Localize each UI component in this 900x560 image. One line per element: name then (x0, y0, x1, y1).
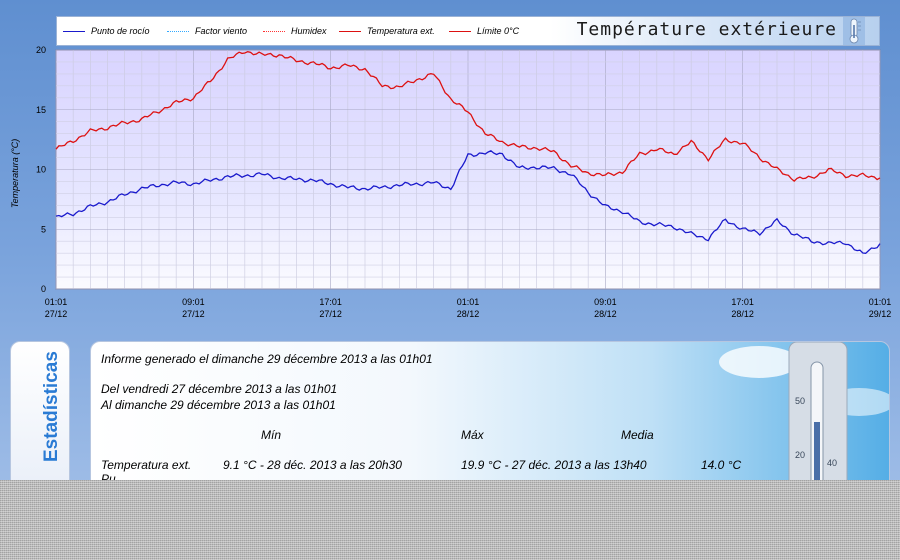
statistics-tab-label: Estadísticas (41, 351, 62, 462)
statistics-tab[interactable]: Estadísticas (10, 341, 70, 501)
legend-label: Humidex (291, 26, 327, 36)
column-header-average: Media (621, 428, 654, 442)
thermometer-illustration-icon: 50 20 40 (719, 342, 889, 500)
row-max-value: 19.9 °C - 27 déc. 2013 a las 13h40 (461, 458, 647, 472)
legend-item-outside-temp: Temperatura ext. (339, 17, 435, 45)
column-header-min: Mín (261, 428, 282, 442)
svg-text:50: 50 (795, 396, 805, 406)
legend-swatch-dew-point (63, 30, 85, 32)
svg-text:20: 20 (795, 450, 805, 460)
legend-item-dew-point: Punto de rocío (63, 17, 150, 45)
legend-swatch-humidex (263, 30, 285, 32)
x-tick-label-date: 28/12 (457, 309, 480, 319)
x-tick-label-time: 17:01 (731, 297, 754, 307)
legend-swatch-wind-chill (167, 30, 189, 32)
temperature-chart-panel: 0 5 10 15 20 01:01 27/12 09:01 27/12 17:01 27/12 0… (10, 16, 892, 319)
y-axis-title: Temperatura (°C) (10, 139, 20, 208)
y-tick-label: 10 (36, 165, 46, 175)
x-tick-label-time: 09:01 (594, 297, 617, 307)
x-axis: 01:01 27/12 09:01 27/12 17:01 27/12 01:01 28/12… (45, 297, 892, 319)
series-layer (55, 51, 881, 254)
thermometer-icon (843, 17, 865, 45)
legend-item-wind-chill: Factor viento (167, 17, 247, 45)
y-tick-label: 0 (41, 284, 46, 294)
statistics-panel: 50 20 40 Informe generado el dimanche 29… (90, 341, 890, 501)
legend-swatch-outside-temp (339, 30, 361, 32)
legend-label: Temperatura ext. (367, 26, 435, 36)
row-label-outside-temp: Temperatura ext. (101, 458, 192, 472)
report-to-text: Al dimanche 29 décembre 2013 a las 01h01 (101, 398, 336, 412)
grid (55, 49, 881, 290)
chart-title: Température extérieure (576, 19, 837, 40)
legend-label: Límite 0°C (477, 26, 520, 36)
legend-label: Punto de rocío (91, 26, 150, 36)
legend-item-zero-limit: Límite 0°C (449, 17, 519, 45)
series-line-dew-point (55, 150, 881, 254)
x-tick-label-date: 28/12 (594, 309, 617, 319)
column-header-max: Máx (461, 428, 484, 442)
legend-item-humidex: Humidex (263, 17, 327, 45)
x-tick-label-time: 09:01 (182, 297, 205, 307)
report-generated-text: Informe generado el dimanche 29 décembre… (101, 352, 433, 366)
x-tick-label-date: 27/12 (45, 309, 68, 319)
x-tick-label-date: 29/12 (869, 309, 892, 319)
svg-text:40: 40 (827, 458, 837, 468)
y-tick-label: 20 (36, 45, 46, 55)
x-tick-label-time: 01:01 (457, 297, 480, 307)
x-tick-label-date: 27/12 (182, 309, 205, 319)
chart-legend: Punto de rocío Factor viento Humidex Tem… (56, 16, 880, 46)
x-tick-label-time: 01:01 (869, 297, 892, 307)
legend-swatch-zero-limit (449, 30, 471, 32)
x-tick-label-time: 01:01 (45, 297, 68, 307)
series-line-outside-temp (55, 51, 881, 182)
greyed-overlay (0, 480, 900, 560)
row-average-value: 14.0 °C (701, 458, 742, 472)
legend-label: Factor viento (195, 26, 248, 36)
y-tick-label: 5 (41, 224, 46, 234)
y-tick-label: 15 (36, 105, 46, 115)
report-from-text: Del vendredi 27 décembre 2013 a las 01h0… (101, 382, 338, 396)
x-tick-label-date: 27/12 (319, 309, 342, 319)
x-tick-label-date: 28/12 (731, 309, 754, 319)
row-min-value: 9.1 °C - 28 déc. 2013 a las 20h30 (223, 458, 402, 472)
y-axis: 0 5 10 15 20 (36, 45, 46, 294)
x-tick-label-time: 17:01 (319, 297, 342, 307)
